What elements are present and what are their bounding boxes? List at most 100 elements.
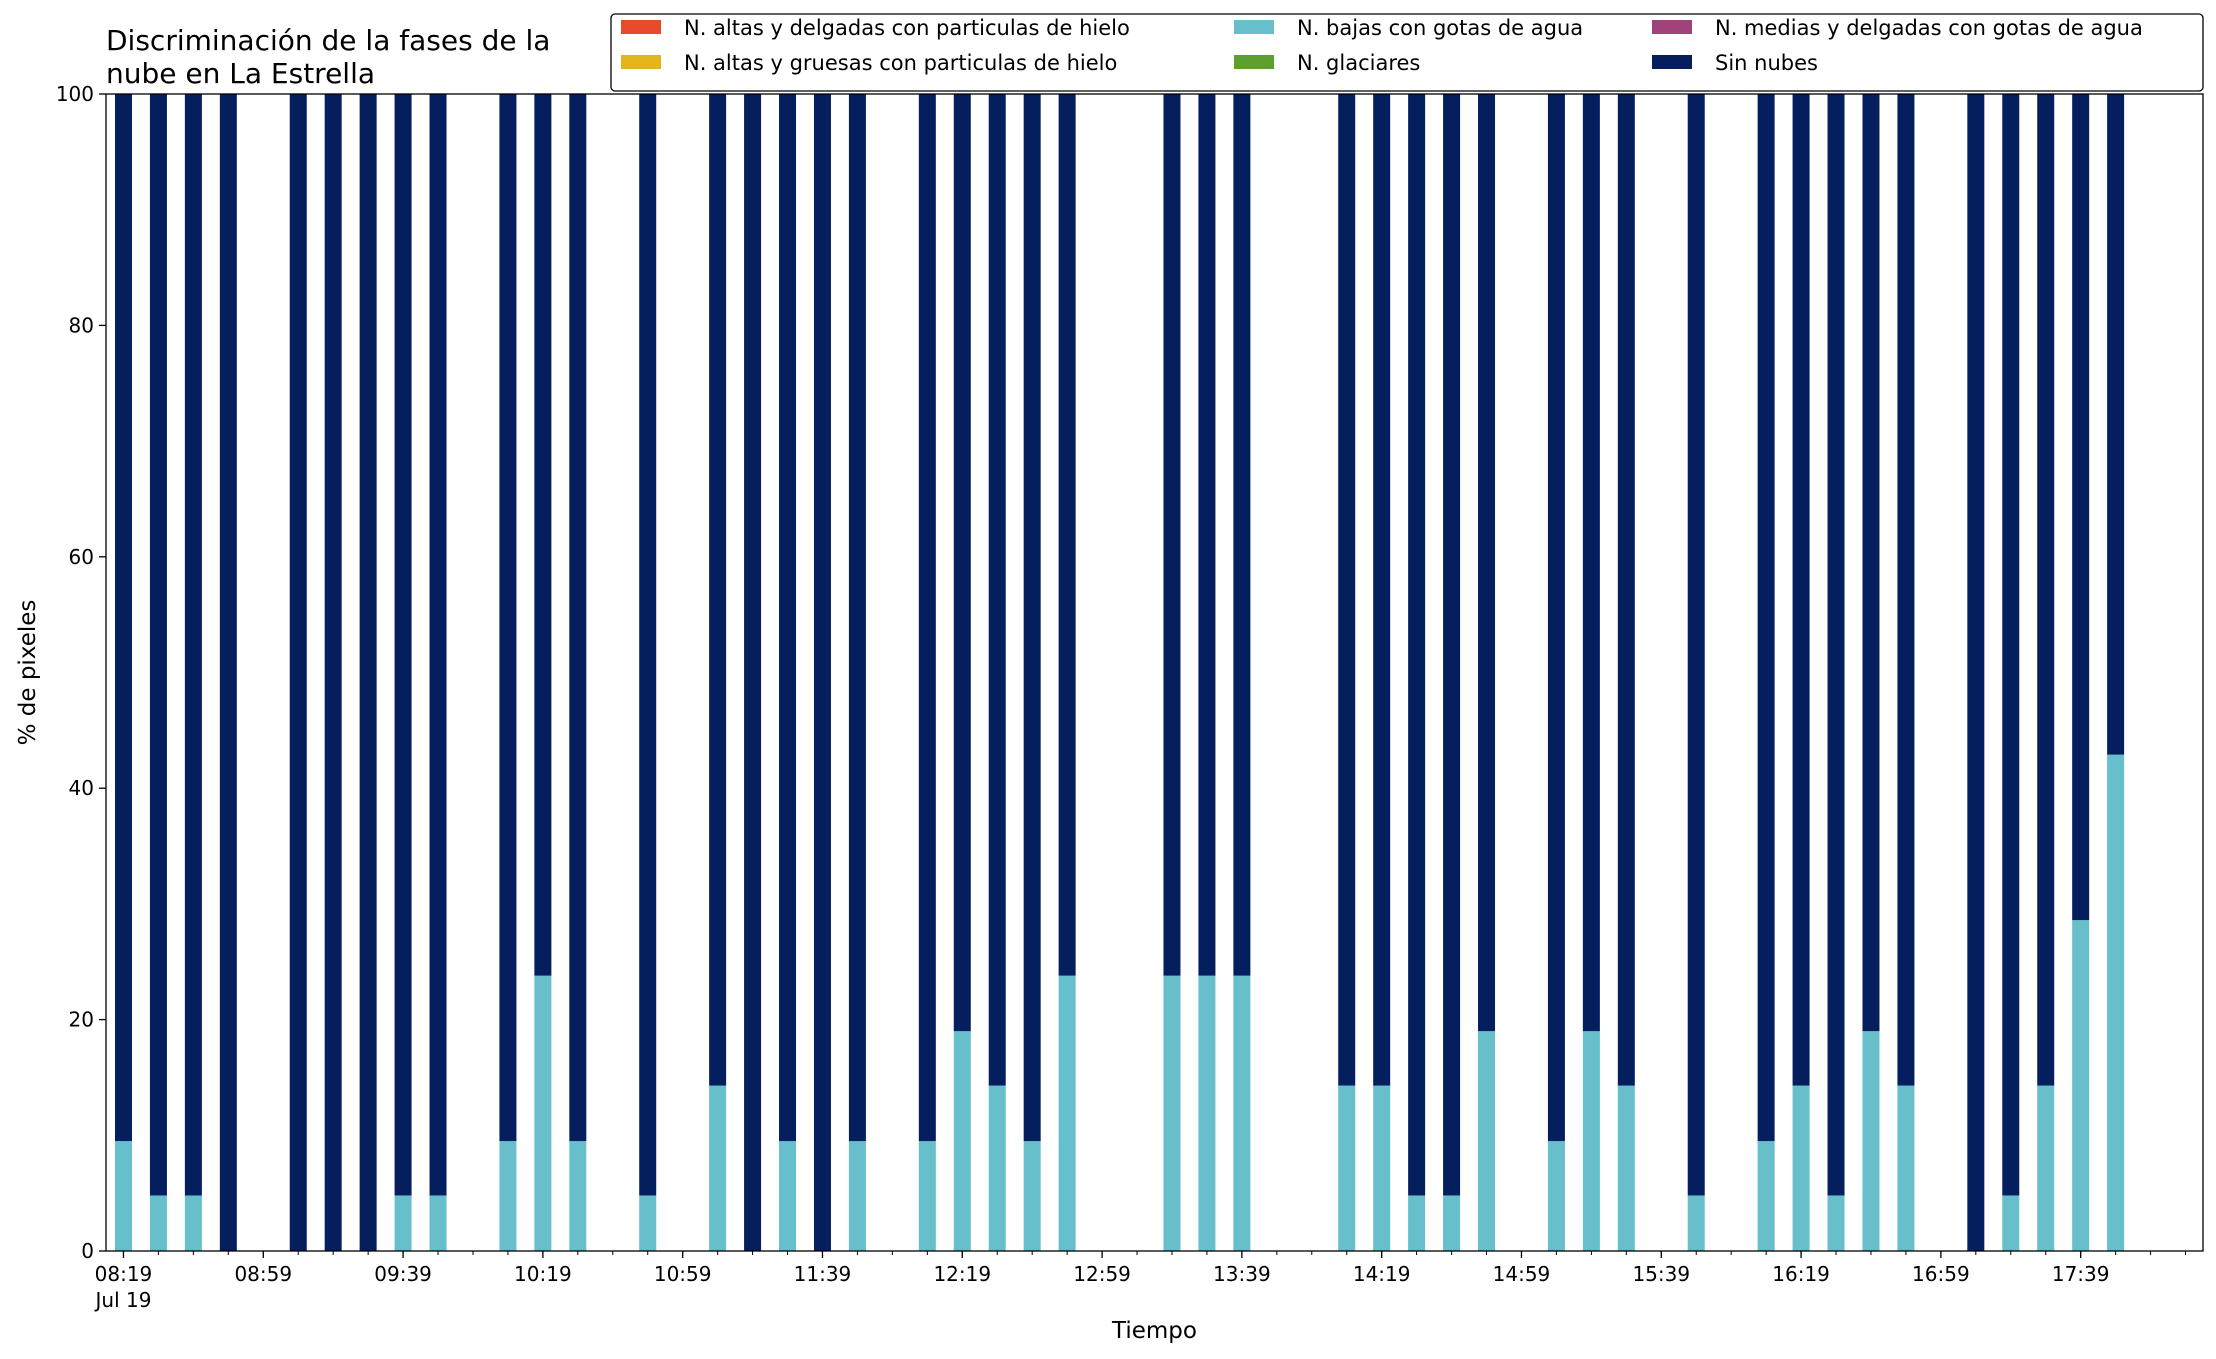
y-tick-label: 60 <box>69 545 94 569</box>
x-tick-label: 14:59 <box>1493 1262 1551 1286</box>
bar-segment-s2-11:49 <box>848 1141 866 1251</box>
legend-swatch <box>1234 55 1274 69</box>
legend-label: N. altas y delgadas con particulas de hi… <box>684 16 1130 40</box>
bar-segment-s5-16:39 <box>1862 94 1880 1032</box>
bar-segment-s2-15:09 <box>1547 1141 1565 1251</box>
x-tick-label: 16:59 <box>1912 1262 1970 1286</box>
bar-segment-s5-12:29 <box>988 94 1006 1086</box>
legend-swatch <box>1234 20 1274 34</box>
bar-segment-s2-12:09 <box>918 1141 936 1251</box>
bar-segment-s2-14:19 <box>1373 1085 1391 1251</box>
y-tick-label: 100 <box>56 82 94 106</box>
x-tick-label: 13:39 <box>1213 1262 1271 1286</box>
bar-segment-s5-17:39 <box>2072 94 2090 921</box>
x-axis-label: Tiempo <box>1111 1318 1197 1344</box>
bar-segment-s5-09:49 <box>429 94 447 1196</box>
bar-segment-s2-12:49 <box>1058 975 1076 1251</box>
bar-segment-s2-14:09 <box>1338 1085 1356 1251</box>
bar-segment-s5-14:19 <box>1373 94 1391 1086</box>
chart-title: Discriminación de la fases de la nube en … <box>106 24 550 90</box>
bar-segment-s5-12:19 <box>953 94 971 1032</box>
bar-segment-s2-13:29 <box>1198 975 1216 1251</box>
legend-swatch <box>1652 20 1692 34</box>
bar-segment-s5-10:19 <box>534 94 552 976</box>
bar-segment-s5-12:39 <box>1023 94 1041 1142</box>
legend-label: N. glaciares <box>1297 51 1420 75</box>
bar-segment-s2-13:39 <box>1233 975 1251 1251</box>
bar-segment-s2-16:19 <box>1792 1085 1810 1251</box>
x-tick-label: 10:19 <box>514 1262 572 1286</box>
bar-segment-s5-16:19 <box>1792 94 1810 1086</box>
bar-segment-s5-13:19 <box>1163 94 1181 976</box>
bar-segment-s2-15:29 <box>1617 1085 1635 1251</box>
bar-segment-s5-14:09 <box>1338 94 1356 1086</box>
bar-segment-s5-15:19 <box>1582 94 1600 1032</box>
x-tick-label: 15:39 <box>1632 1262 1690 1286</box>
legend-label: N. altas y gruesas con particulas de hie… <box>684 51 1117 75</box>
bar-segment-s5-16:29 <box>1827 94 1845 1196</box>
bar-segment-s5-11:39 <box>813 94 831 1251</box>
bar-segment-s5-08:29 <box>149 94 167 1196</box>
bar-segment-s2-09:49 <box>429 1195 447 1251</box>
legend-frame <box>610 13 2204 92</box>
bar-segment-s2-10:19 <box>534 975 552 1251</box>
bar-segment-s2-17:19 <box>2002 1195 2020 1251</box>
x-tick-sublabel: Jul 19 <box>94 1288 152 1312</box>
x-tick-label: 08:59 <box>234 1262 292 1286</box>
legend-swatch <box>621 20 661 34</box>
bar-segment-s5-10:09 <box>499 94 517 1142</box>
x-tick-label: 10:59 <box>654 1262 712 1286</box>
x-tick-label: 12:59 <box>1073 1262 1131 1286</box>
y-axis-label: % de pixeles <box>15 600 41 746</box>
bar-segment-s2-11:29 <box>779 1141 797 1251</box>
legend-label: N. bajas con gotas de agua <box>1297 16 1583 40</box>
x-tick-label: 16:19 <box>1772 1262 1830 1286</box>
bar-segment-s2-08:19 <box>114 1141 132 1251</box>
bar-segment-s5-08:39 <box>184 94 202 1196</box>
bar-segment-s5-13:39 <box>1233 94 1251 976</box>
bar-segment-s2-16:39 <box>1862 1031 1880 1251</box>
bar-segment-s2-15:19 <box>1582 1031 1600 1251</box>
bar-segment-s5-11:09 <box>709 94 727 1086</box>
bar-segment-s5-08:19 <box>114 94 132 1142</box>
bar-segment-s2-16:29 <box>1827 1195 1845 1251</box>
bar-segment-s2-11:09 <box>709 1085 727 1251</box>
bar-segment-s5-09:09 <box>289 94 307 1251</box>
bar-segment-s2-12:19 <box>953 1031 971 1251</box>
bar-segment-s5-10:29 <box>569 94 587 1142</box>
bar-segment-s5-09:39 <box>394 94 412 1196</box>
y-tick-label: 80 <box>69 313 94 337</box>
bar-segment-s2-17:49 <box>2107 754 2125 1251</box>
bar-segment-s2-17:39 <box>2072 920 2090 1251</box>
bar-segment-s5-16:49 <box>1897 94 1915 1086</box>
bar-segment-s5-14:39 <box>1443 94 1461 1196</box>
chart-title-text: Discriminación de la fases de la nube en … <box>106 24 550 90</box>
bar-segment-s5-17:29 <box>2037 94 2055 1086</box>
bar-segment-s5-10:49 <box>639 94 657 1196</box>
bar-segment-s2-10:49 <box>639 1195 657 1251</box>
bar-segment-s5-17:49 <box>2107 94 2125 755</box>
bar-segment-s5-11:49 <box>848 94 866 1142</box>
bar-segment-s5-15:29 <box>1617 94 1635 1086</box>
bar-segment-s2-12:39 <box>1023 1141 1041 1251</box>
legend-label: Sin nubes <box>1715 51 1818 75</box>
bar-segment-s2-12:29 <box>988 1085 1006 1251</box>
bar-segment-s5-13:29 <box>1198 94 1216 976</box>
bar-segment-s5-17:19 <box>2002 94 2020 1196</box>
bar-segment-s2-08:39 <box>184 1195 202 1251</box>
bar-segment-s5-15:49 <box>1687 94 1705 1196</box>
bar-segment-s2-14:29 <box>1408 1195 1426 1251</box>
bar-segment-s5-12:09 <box>918 94 936 1142</box>
legend-swatch <box>621 55 661 69</box>
bar-segment-s2-10:29 <box>569 1141 587 1251</box>
bar-segment-s5-09:29 <box>359 94 377 1251</box>
bar-segment-s2-13:19 <box>1163 975 1181 1251</box>
legend-label: N. medias y delgadas con gotas de agua <box>1715 16 2143 40</box>
bar-segment-s2-14:49 <box>1478 1031 1496 1251</box>
bar-segment-s5-14:49 <box>1478 94 1496 1032</box>
plot-frame <box>105 93 2204 1252</box>
bar-segment-s5-12:49 <box>1058 94 1076 976</box>
